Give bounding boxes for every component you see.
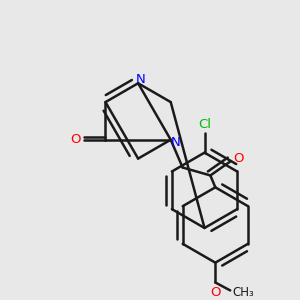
Text: Cl: Cl (198, 118, 211, 131)
Text: O: O (70, 133, 81, 146)
Text: N: N (136, 73, 146, 86)
Text: CH₃: CH₃ (232, 286, 254, 299)
Text: N: N (171, 136, 181, 149)
Text: O: O (210, 286, 220, 299)
Text: O: O (233, 152, 243, 165)
